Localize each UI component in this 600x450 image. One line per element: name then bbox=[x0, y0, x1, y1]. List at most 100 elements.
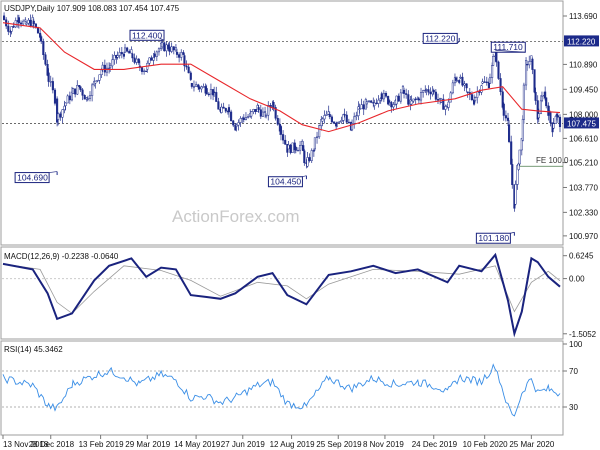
price-callout-label: 104.690 bbox=[17, 173, 48, 183]
candle-body bbox=[353, 116, 356, 124]
time-tick-label: 10 Feb 2020 bbox=[463, 440, 508, 449]
candle-body bbox=[330, 116, 333, 123]
candle-body bbox=[148, 57, 151, 64]
candle-body bbox=[362, 104, 365, 110]
candle-body bbox=[70, 91, 74, 101]
candle-body bbox=[506, 117, 510, 121]
price-callout-box bbox=[422, 32, 458, 44]
candle-body bbox=[407, 94, 410, 105]
time-tick-label: 12 Aug 2019 bbox=[270, 440, 315, 449]
candle-body bbox=[237, 122, 240, 126]
candle-body bbox=[402, 89, 406, 94]
candle-body bbox=[302, 145, 305, 152]
candle-body bbox=[220, 106, 223, 113]
candle-body bbox=[202, 86, 205, 88]
price-tick-label: 100.970 bbox=[569, 232, 598, 241]
candle-body bbox=[175, 51, 179, 55]
candle-body bbox=[332, 121, 336, 124]
candle-body bbox=[301, 140, 304, 146]
rsi-tick-label: 100 bbox=[569, 340, 583, 349]
candle-body bbox=[470, 94, 473, 101]
candle-body bbox=[370, 100, 373, 103]
candle-body bbox=[375, 102, 378, 105]
candle-body bbox=[521, 118, 524, 141]
price-axis: 113.690 112.220 110.890 109.450 108.000107.4… bbox=[563, 12, 599, 241]
time-tick-label: 14 May 2019 bbox=[174, 440, 221, 449]
candle-body bbox=[168, 46, 171, 52]
candle-body bbox=[544, 91, 547, 99]
current-price-badge bbox=[564, 117, 599, 129]
candle-body bbox=[180, 52, 183, 58]
candle-body bbox=[22, 20, 25, 25]
candle-body bbox=[25, 22, 28, 25]
price-callout-box bbox=[14, 172, 50, 184]
candle-body bbox=[185, 65, 188, 68]
candle-body bbox=[59, 113, 62, 118]
candle-body bbox=[254, 109, 257, 112]
candle-body bbox=[10, 26, 13, 32]
candle-body bbox=[86, 98, 89, 100]
candle-body bbox=[123, 47, 127, 53]
candle-body bbox=[287, 144, 290, 150]
price-tick-label: 109.450 bbox=[569, 85, 598, 94]
candle-body bbox=[495, 51, 498, 63]
candle-body bbox=[388, 100, 391, 103]
candle-body bbox=[347, 121, 350, 124]
candle-body bbox=[224, 108, 227, 112]
candle-body bbox=[105, 67, 109, 73]
candle-body bbox=[143, 70, 146, 72]
candle-body bbox=[451, 82, 454, 94]
candle-body bbox=[165, 44, 168, 52]
candle-body bbox=[71, 88, 75, 94]
candle-body bbox=[480, 85, 483, 93]
candle-body bbox=[96, 80, 99, 82]
candle-body bbox=[172, 46, 175, 51]
candle-body bbox=[417, 98, 420, 101]
candle-body bbox=[42, 41, 45, 56]
candle-body bbox=[310, 150, 313, 161]
candle-body bbox=[556, 115, 559, 118]
candle-body bbox=[481, 81, 484, 84]
candle-body bbox=[259, 109, 262, 117]
price-callout-leader bbox=[302, 175, 307, 178]
price-tick-label: 110.890 bbox=[569, 60, 598, 69]
candle-body bbox=[120, 52, 123, 55]
candle-body bbox=[183, 55, 186, 67]
macd-tick-label: -1.5052 bbox=[569, 330, 597, 339]
macd-plot bbox=[2, 252, 563, 338]
candle-body bbox=[434, 91, 437, 100]
candle-body bbox=[217, 101, 220, 110]
candle-body bbox=[491, 65, 494, 79]
candle-body bbox=[265, 114, 268, 117]
candle-body bbox=[14, 20, 17, 28]
candle-body bbox=[17, 17, 20, 24]
candle-body bbox=[51, 81, 54, 91]
candle-body bbox=[476, 91, 479, 98]
price-plot bbox=[2, 12, 562, 236]
candle-body bbox=[478, 91, 481, 93]
time-tick-label: 28 Dec 2018 bbox=[29, 440, 75, 449]
candle-body bbox=[130, 49, 133, 54]
candle-body bbox=[357, 106, 360, 116]
candle-body bbox=[81, 89, 84, 96]
price-callout-box bbox=[267, 176, 303, 188]
candle-body bbox=[520, 138, 523, 151]
macd-title: MACD(12,26,9) -0.2238 -0.0640 bbox=[4, 252, 119, 261]
candle-body bbox=[49, 81, 52, 83]
candle-body bbox=[182, 52, 185, 55]
price-tick-label: 103.770 bbox=[569, 183, 598, 192]
candle-body bbox=[422, 90, 425, 93]
price-tick-label: 106.610 bbox=[569, 134, 598, 143]
candle-body bbox=[153, 53, 156, 57]
candle-body bbox=[463, 83, 466, 86]
rsi-plot bbox=[2, 363, 563, 417]
candle-body bbox=[94, 80, 97, 84]
candle-body bbox=[325, 114, 328, 116]
candle-body bbox=[524, 60, 528, 86]
candle-body bbox=[504, 115, 507, 119]
candle-body bbox=[257, 107, 260, 110]
candle-body bbox=[282, 134, 285, 141]
candle-body bbox=[531, 58, 534, 70]
candle-body bbox=[135, 58, 138, 63]
